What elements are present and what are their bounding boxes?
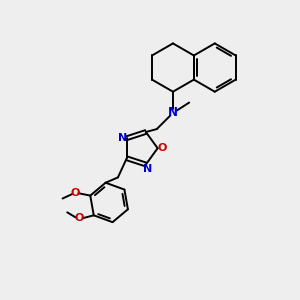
Text: O: O <box>70 188 80 198</box>
Text: N: N <box>118 133 127 142</box>
Text: O: O <box>74 213 84 223</box>
Text: N: N <box>143 164 152 174</box>
Text: N: N <box>168 106 178 119</box>
Text: O: O <box>157 142 167 153</box>
